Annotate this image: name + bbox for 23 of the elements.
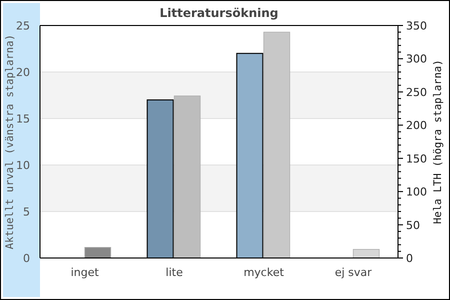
y2-axis-title: Hela LTH (högra staplarna): [432, 60, 444, 224]
y2-tick-label: 50: [406, 218, 420, 232]
y-tick-label: 20: [16, 66, 30, 79]
x-tick-label: ej svar: [334, 266, 372, 279]
y-tick-label: 0: [23, 252, 30, 265]
bar: [84, 247, 112, 258]
y-tick-label: 10: [16, 159, 30, 172]
x-tick-label: inget: [70, 266, 100, 279]
y-tick-label: 15: [16, 112, 30, 126]
x-tick-label: lite: [166, 266, 184, 279]
bar: [352, 249, 380, 258]
y2-tick-label: 200: [406, 119, 427, 132]
y2-tick-label: 150: [406, 152, 427, 166]
y2-tick-label: 0: [406, 252, 413, 265]
y2-tick-label: 100: [406, 186, 427, 199]
y-tick-label: 25: [16, 20, 30, 32]
y2-tick-label: 300: [406, 52, 427, 66]
chart-title: Litteratursökning: [160, 6, 278, 20]
y-tick-label: 5: [23, 206, 30, 218]
y2-tick-label: 250: [406, 86, 427, 99]
y2-tick-label: 350: [406, 20, 427, 32]
y-axis-title: Aktuellt urval (vänstra staplarna): [4, 34, 16, 250]
x-tick-label: mycket: [244, 266, 285, 279]
